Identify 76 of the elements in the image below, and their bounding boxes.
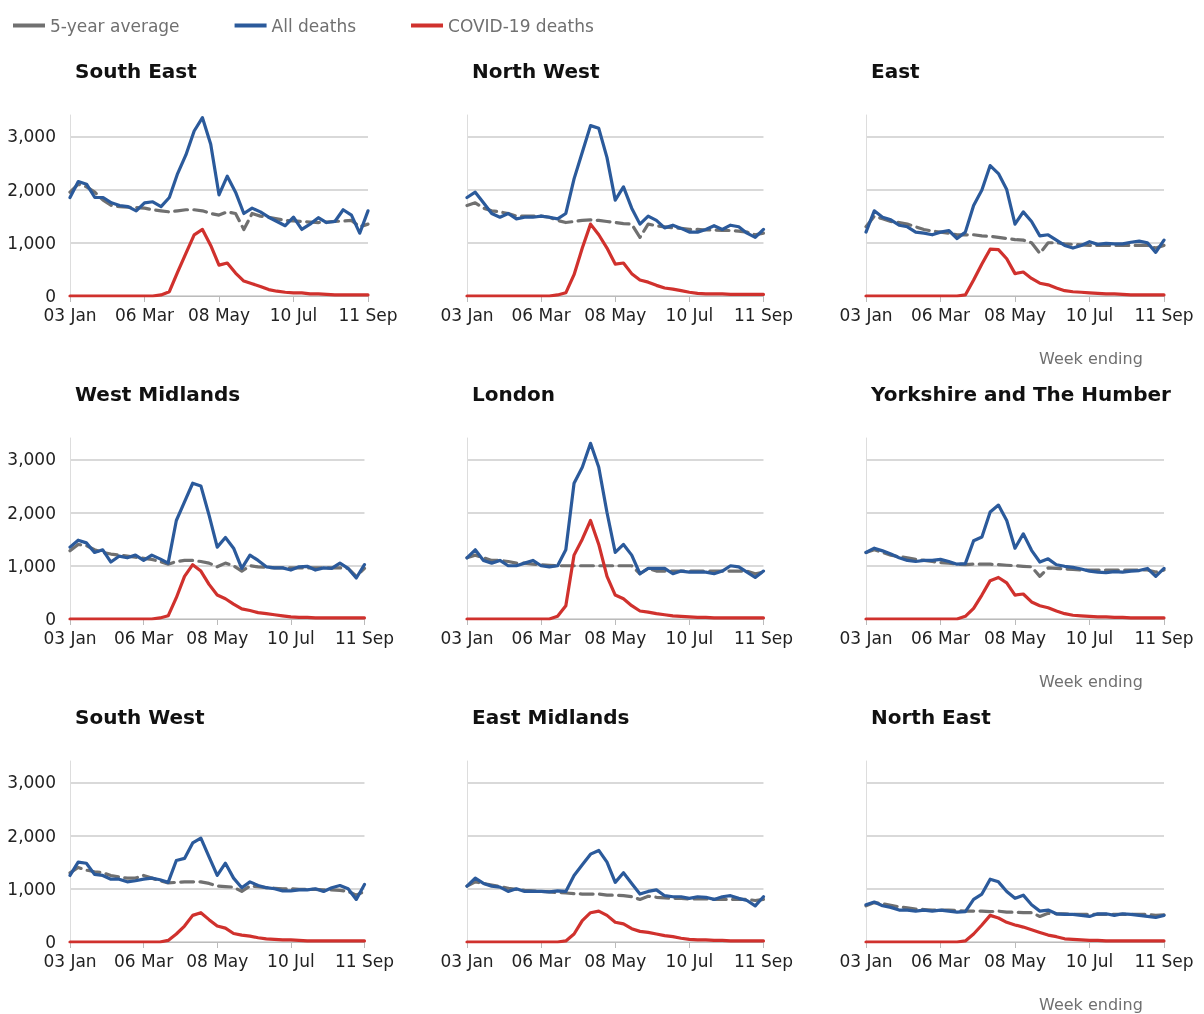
x-tick-label: 10 Jul bbox=[267, 627, 315, 648]
line-series bbox=[68, 481, 367, 580]
y-tick-label: 3,000 bbox=[7, 772, 56, 793]
x-tick-label: 08 May bbox=[983, 304, 1047, 325]
x-tick-label: 11 Sep bbox=[338, 304, 398, 325]
x-tick-label: 03 Jan bbox=[839, 304, 893, 325]
x-tick-label: 06 Mar bbox=[114, 950, 174, 971]
chart-title: London bbox=[472, 382, 556, 406]
y-tick-label: 3,000 bbox=[7, 126, 56, 147]
chart-title: North West bbox=[472, 59, 600, 83]
line-series bbox=[68, 182, 370, 232]
x-tick-label: 10 Jul bbox=[665, 304, 714, 325]
legend-label: All deaths bbox=[271, 15, 357, 36]
chart-title: South West bbox=[75, 705, 205, 729]
x-tick-label: 08 May bbox=[584, 304, 647, 325]
line-series bbox=[68, 116, 370, 235]
x-tick-label: 11 Sep bbox=[334, 950, 394, 971]
x-tick-label: 11 Sep bbox=[1134, 304, 1194, 325]
x-tick-label: 03 Jan bbox=[440, 627, 494, 648]
x-tick-label: 10 Jul bbox=[1065, 950, 1114, 971]
x-tick-label: 10 Jul bbox=[267, 950, 315, 971]
x-tick-label: 06 Mar bbox=[114, 627, 174, 648]
y-tick-label: 2,000 bbox=[7, 179, 56, 200]
x-axis-title: Week ending bbox=[1039, 348, 1143, 368]
x-tick-label: 06 Mar bbox=[910, 627, 971, 648]
x-tick-label: 10 Jul bbox=[665, 627, 714, 648]
chart-title: Yorkshire and The Humber bbox=[870, 382, 1172, 406]
y-tick-label: 2,000 bbox=[7, 502, 56, 523]
x-tick-label: 08 May bbox=[983, 627, 1047, 648]
x-tick-label: 03 Jan bbox=[440, 950, 494, 971]
y-tick-label: 0 bbox=[45, 932, 56, 952]
x-tick-label: 08 May bbox=[186, 627, 249, 648]
x-tick-label: 08 May bbox=[187, 304, 251, 325]
x-tick-label: 11 Sep bbox=[733, 950, 793, 971]
x-tick-label: 06 Mar bbox=[114, 304, 175, 325]
x-tick-label: 06 Mar bbox=[910, 950, 971, 971]
x-tick-label: 08 May bbox=[186, 950, 249, 971]
x-axis-title: Week ending bbox=[1039, 671, 1143, 691]
x-tick-label: 03 Jan bbox=[440, 304, 494, 325]
x-tick-label: 03 Jan bbox=[839, 950, 893, 971]
x-tick-label: 03 Jan bbox=[43, 627, 97, 648]
x-tick-label: 08 May bbox=[584, 627, 647, 648]
legend-label: COVID-19 deaths bbox=[448, 15, 594, 36]
line-series bbox=[68, 836, 367, 902]
x-tick-label: 08 May bbox=[983, 950, 1047, 971]
y-tick-label: 1,000 bbox=[7, 555, 56, 576]
y-tick-label: 1,000 bbox=[7, 232, 56, 253]
y-tick-label: 2,000 bbox=[7, 825, 56, 846]
x-tick-label: 10 Jul bbox=[665, 950, 714, 971]
y-tick-label: 0 bbox=[45, 609, 56, 629]
x-tick-label: 06 Mar bbox=[511, 304, 571, 325]
chart-title: East Midlands bbox=[472, 705, 630, 729]
x-tick-label: 06 Mar bbox=[910, 304, 971, 325]
chart-title: West Midlands bbox=[75, 382, 241, 406]
x-tick-label: 10 Jul bbox=[1065, 304, 1114, 325]
chart-title: North East bbox=[871, 705, 992, 729]
x-tick-label: 11 Sep bbox=[1134, 627, 1194, 648]
x-tick-label: 11 Sep bbox=[733, 627, 793, 648]
y-tick-label: 1,000 bbox=[7, 878, 56, 899]
chart-title: East bbox=[871, 59, 921, 83]
x-tick-label: 11 Sep bbox=[733, 304, 793, 325]
y-tick-label: 3,000 bbox=[7, 449, 56, 470]
x-axis-title: Week ending bbox=[1039, 994, 1143, 1014]
x-tick-label: 06 Mar bbox=[511, 627, 571, 648]
y-tick-label: 0 bbox=[45, 286, 56, 306]
x-tick-label: 06 Mar bbox=[511, 950, 571, 971]
legend-label: 5-year average bbox=[50, 15, 180, 36]
x-tick-label: 10 Jul bbox=[1065, 627, 1114, 648]
x-tick-label: 11 Sep bbox=[334, 627, 394, 648]
x-tick-label: 03 Jan bbox=[43, 950, 97, 971]
x-tick-label: 10 Jul bbox=[269, 304, 318, 325]
x-tick-label: 08 May bbox=[584, 950, 647, 971]
x-tick-label: 03 Jan bbox=[839, 627, 893, 648]
x-tick-label: 03 Jan bbox=[43, 304, 97, 325]
x-tick-label: 11 Sep bbox=[1134, 950, 1194, 971]
chart-title: South East bbox=[75, 59, 198, 83]
